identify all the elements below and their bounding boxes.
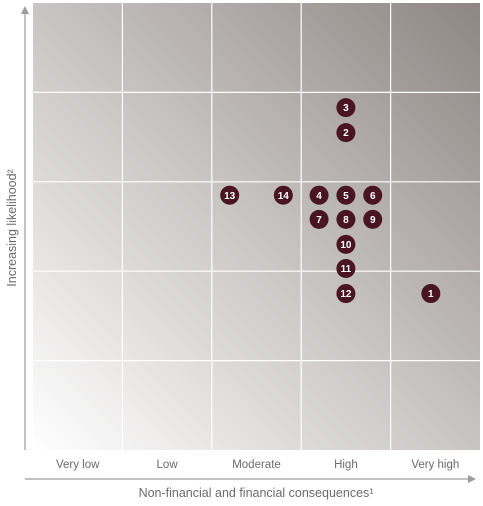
risk-marker: 7 xyxy=(309,209,329,229)
risk-marker-circle xyxy=(336,185,356,205)
risk-marker-label: 1 xyxy=(428,289,434,300)
risk-marker-label: 3 xyxy=(343,103,349,114)
x-tick-label: Low xyxy=(157,459,179,471)
risk-marker-label: 6 xyxy=(370,191,376,202)
risk-marker: 5 xyxy=(336,185,356,205)
x-axis-title: Non-financial and financial consequences… xyxy=(139,486,374,500)
risk-marker-label: 8 xyxy=(343,215,349,226)
risk-marker-label: 14 xyxy=(278,191,290,202)
risk-marker: 10 xyxy=(336,234,356,254)
risk-marker: 1 xyxy=(421,284,441,304)
risk-marker-label: 7 xyxy=(316,215,322,226)
risk-marker-circle xyxy=(309,185,329,205)
risk-marker: 4 xyxy=(309,185,329,205)
risk-marker: 11 xyxy=(336,259,356,279)
risk-marker: 8 xyxy=(336,209,356,229)
x-tick-labels: Very low Low Moderate High Very high xyxy=(56,459,459,471)
risk-marker-circle xyxy=(309,209,329,229)
grid-lines xyxy=(33,3,480,450)
x-tick-label: Very high xyxy=(411,459,459,471)
x-tick-label: High xyxy=(334,459,358,471)
x-tick-label: Moderate xyxy=(232,459,281,471)
plot-background xyxy=(33,3,480,450)
risk-marker-label: 11 xyxy=(341,264,352,275)
risk-marker: 2 xyxy=(336,123,356,143)
risk-marker-label: 4 xyxy=(316,191,322,202)
y-axis-title: Increasing likelihood² xyxy=(5,169,19,286)
risk-marker-label: 2 xyxy=(343,128,349,139)
risk-marker-label: 5 xyxy=(343,191,349,202)
risk-marker-label: 12 xyxy=(340,289,352,300)
risk-marker-circle xyxy=(336,123,356,143)
risk-marker-circle xyxy=(273,185,293,205)
risk-marker-circle xyxy=(336,234,356,254)
risk-marker-circle xyxy=(336,98,356,118)
risk-marker: 14 xyxy=(273,185,293,205)
risk-marker: 13 xyxy=(220,185,240,205)
risk-marker: 12 xyxy=(336,284,356,304)
risk-marker-circle xyxy=(336,259,356,279)
risk-marker-label: 13 xyxy=(224,191,236,202)
risk-marker-circle xyxy=(363,185,383,205)
risk-marker-circle xyxy=(421,284,441,304)
risk-marker-label: 10 xyxy=(340,240,352,251)
risk-marker-circle xyxy=(363,209,383,229)
x-tick-label: Very low xyxy=(56,459,100,471)
risk-marker-circle xyxy=(220,185,240,205)
risk-marker-circle xyxy=(336,284,356,304)
risk-marker: 9 xyxy=(363,209,383,229)
risk-marker-label: 9 xyxy=(370,215,376,226)
risk-marker-circle xyxy=(336,209,356,229)
risk-marker: 3 xyxy=(336,98,356,118)
risk-marker: 6 xyxy=(363,185,383,205)
